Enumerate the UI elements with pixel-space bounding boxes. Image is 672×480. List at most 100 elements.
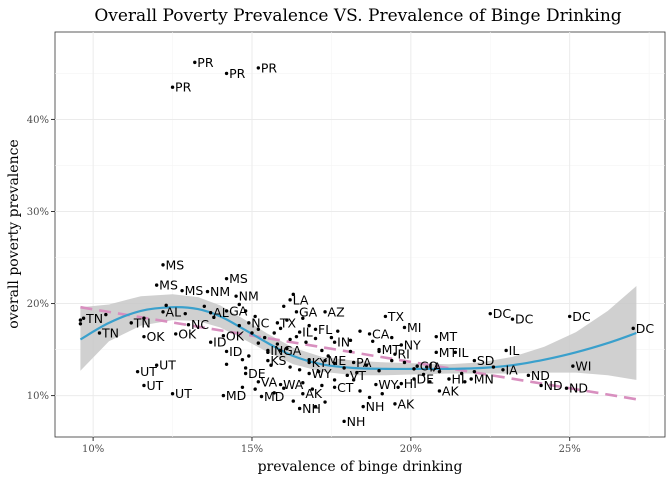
data-point [154, 363, 159, 367]
point-label: DE [248, 366, 266, 381]
point-label: UT [146, 378, 163, 393]
point-label: AL [213, 305, 229, 320]
data-point [316, 369, 321, 374]
point-label: PR [229, 66, 246, 81]
data-point [383, 314, 388, 319]
data-point [285, 346, 289, 351]
data-point [564, 386, 569, 390]
point-label: NH [366, 399, 385, 414]
data-point [262, 335, 267, 340]
data-point [256, 380, 261, 384]
point-label: MS [185, 283, 204, 298]
point-label: PR [175, 80, 192, 95]
data-point [161, 310, 165, 314]
data-point [154, 283, 159, 287]
data-point [313, 336, 318, 341]
data-point [358, 329, 362, 333]
y-tick-label: 30% [27, 207, 49, 218]
data-point [342, 366, 346, 370]
point-label: MD [226, 388, 246, 403]
point-label: AK [305, 386, 323, 401]
point-label: HI [404, 376, 417, 391]
data-point [351, 378, 356, 382]
point-label: OK [226, 328, 245, 343]
data-point [396, 385, 400, 389]
data-point [291, 399, 295, 403]
data-point [313, 404, 318, 409]
data-point [364, 363, 369, 367]
data-point [275, 321, 280, 325]
data-point [434, 350, 438, 355]
data-point [380, 392, 384, 396]
data-point [297, 406, 302, 411]
point-label: SD [477, 353, 495, 368]
point-label: NC [191, 317, 209, 332]
point-label: CT [337, 380, 354, 395]
point-label: MT [439, 345, 458, 360]
data-point [463, 380, 467, 384]
point-label: IA [505, 362, 518, 377]
data-point [224, 276, 229, 281]
point-label: IA [429, 360, 442, 375]
x-axis-ticks: 10% 15% 20% 25% [82, 437, 581, 455]
x-tick-label: 25% [559, 444, 581, 455]
data-point [174, 332, 178, 336]
data-point [402, 360, 407, 365]
point-label: MS [166, 257, 185, 272]
point-label: ID [213, 335, 226, 350]
data-point [355, 370, 359, 375]
data-point [332, 378, 337, 382]
y-tick-label: 20% [27, 299, 49, 310]
data-point [221, 393, 226, 398]
point-label: KY [312, 355, 328, 370]
point-label: MI [407, 320, 421, 335]
point-label: DC [572, 309, 591, 324]
data-point [170, 85, 175, 89]
point-label: MD [264, 389, 284, 404]
data-point [259, 394, 264, 399]
data-point [297, 330, 302, 334]
confidence-band [80, 286, 637, 380]
data-point [329, 335, 334, 340]
data-point [104, 312, 108, 317]
point-label: DC [493, 306, 512, 321]
data-point [212, 315, 216, 320]
point-label: MN [474, 372, 494, 387]
point-label: DE [417, 372, 435, 387]
data-point [243, 309, 248, 313]
data-point [472, 358, 477, 363]
data-point [193, 60, 197, 65]
data-point [250, 331, 254, 335]
data-point [275, 342, 280, 346]
data-point [358, 389, 362, 393]
point-label: WI [575, 359, 591, 374]
data-point [272, 331, 276, 335]
point-label: PA [356, 355, 372, 370]
point-label: HI [451, 372, 464, 387]
data-point [307, 360, 311, 365]
data-point [371, 339, 375, 343]
data-point [297, 368, 302, 372]
data-point [253, 387, 257, 391]
data-point [205, 289, 210, 294]
data-point [307, 323, 311, 328]
data-point [390, 358, 394, 363]
point-label: CA [372, 326, 390, 341]
data-point [278, 326, 283, 331]
data-point [501, 368, 505, 372]
point-label: FL [318, 322, 332, 337]
point-label: MT [439, 329, 458, 344]
data-point [170, 392, 175, 396]
data-point [186, 323, 191, 327]
point-label: AK [397, 396, 415, 411]
point-label: WY [312, 366, 332, 381]
point-label: IN [337, 335, 350, 350]
data-point [282, 386, 286, 390]
x-tick-label: 20% [400, 444, 422, 455]
data-point [269, 363, 273, 367]
data-point [291, 292, 295, 297]
smooth-fit-layer [79, 306, 637, 371]
data-point [256, 66, 261, 70]
data-point [326, 354, 330, 358]
